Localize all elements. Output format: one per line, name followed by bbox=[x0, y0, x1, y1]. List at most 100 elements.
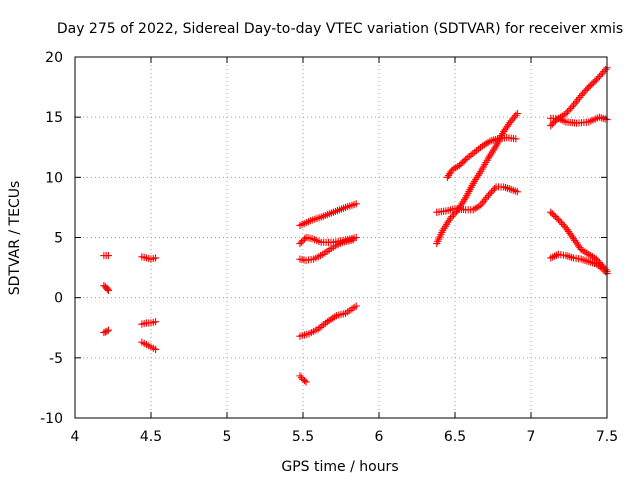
data-point bbox=[300, 235, 309, 243]
data-point bbox=[487, 188, 496, 196]
x-tick-label: 6.5 bbox=[444, 429, 466, 445]
data-point bbox=[595, 72, 603, 81]
data-point bbox=[580, 88, 588, 96]
data-point bbox=[299, 236, 307, 245]
x-axis-label: GPS time / hours bbox=[281, 459, 398, 475]
data-point bbox=[296, 372, 304, 380]
data-point bbox=[513, 109, 521, 118]
data-point bbox=[103, 327, 111, 335]
data-point bbox=[597, 71, 605, 79]
data-point bbox=[321, 319, 330, 327]
x-tick-label: 4 bbox=[71, 429, 80, 445]
data-point bbox=[512, 135, 520, 143]
data-point bbox=[352, 302, 360, 310]
data-point bbox=[151, 318, 160, 326]
x-tick-label: 4.5 bbox=[140, 429, 162, 445]
data-point bbox=[562, 109, 570, 118]
data-point bbox=[572, 238, 580, 246]
data-point bbox=[503, 122, 512, 130]
data-point bbox=[563, 108, 572, 116]
chart-title: Day 275 of 2022, Sidereal Day-to-day VTE… bbox=[57, 21, 623, 37]
data-point bbox=[302, 378, 310, 386]
data-point bbox=[583, 85, 591, 93]
data-point bbox=[577, 91, 585, 100]
data-point bbox=[320, 321, 328, 329]
data-point bbox=[601, 268, 610, 276]
data-point bbox=[104, 285, 112, 293]
data-point bbox=[297, 238, 306, 246]
y-tick-label: 0 bbox=[54, 291, 63, 307]
x-tick-label: 5.5 bbox=[292, 429, 314, 445]
data-point bbox=[500, 128, 508, 136]
data-point bbox=[601, 66, 610, 74]
data-point bbox=[567, 231, 575, 239]
data-point bbox=[553, 214, 561, 222]
data-point bbox=[501, 126, 509, 134]
x-tick-label: 7.5 bbox=[596, 429, 618, 445]
data-point bbox=[571, 236, 579, 245]
data-point bbox=[598, 69, 607, 77]
data-point bbox=[568, 233, 576, 241]
data-point bbox=[563, 226, 571, 234]
data-point bbox=[600, 266, 608, 274]
x-tick-label: 5 bbox=[223, 429, 232, 445]
data-point bbox=[444, 171, 453, 180]
y-tick-label: -5 bbox=[49, 351, 63, 367]
data-point bbox=[329, 314, 337, 322]
data-point bbox=[566, 229, 574, 237]
data-point bbox=[104, 286, 113, 295]
data-point bbox=[566, 104, 575, 113]
data-point bbox=[591, 77, 599, 85]
y-tick-label: 15 bbox=[45, 110, 63, 126]
data-point bbox=[489, 186, 497, 194]
data-point bbox=[565, 106, 573, 114]
data-point bbox=[600, 67, 608, 76]
data-points bbox=[100, 64, 611, 386]
data-point bbox=[314, 325, 322, 333]
data-point bbox=[592, 76, 600, 84]
y-tick-label: 10 bbox=[45, 170, 63, 186]
data-point bbox=[318, 322, 326, 330]
data-point bbox=[573, 240, 581, 248]
data-point bbox=[502, 124, 510, 132]
data-point bbox=[582, 86, 590, 95]
data-point bbox=[100, 328, 108, 337]
y-tick-label: 20 bbox=[45, 50, 63, 66]
data-point bbox=[554, 215, 562, 224]
data-point bbox=[512, 111, 520, 119]
data-point bbox=[151, 254, 160, 262]
data-point bbox=[506, 118, 514, 127]
data-point bbox=[562, 224, 570, 232]
data-point bbox=[486, 190, 494, 198]
data-point bbox=[327, 315, 335, 323]
data-point bbox=[559, 220, 567, 229]
data-point bbox=[579, 90, 587, 98]
data-point bbox=[505, 120, 513, 128]
data-point bbox=[490, 185, 499, 193]
data-point bbox=[446, 214, 455, 222]
data-point bbox=[104, 326, 113, 334]
data-point bbox=[510, 113, 518, 121]
data-point bbox=[443, 173, 451, 181]
data-point bbox=[547, 121, 555, 130]
data-point bbox=[575, 242, 583, 250]
data-point bbox=[447, 168, 455, 176]
data-point bbox=[352, 200, 360, 208]
data-point bbox=[325, 316, 333, 325]
data-point bbox=[449, 211, 458, 219]
data-point bbox=[316, 323, 324, 332]
data-point bbox=[151, 345, 160, 354]
data-point bbox=[509, 115, 517, 123]
data-point bbox=[513, 188, 521, 196]
data-point bbox=[594, 74, 602, 82]
data-point bbox=[331, 313, 339, 321]
data-point bbox=[564, 227, 573, 236]
data-point bbox=[349, 236, 357, 244]
data-point bbox=[568, 103, 576, 111]
data-point bbox=[300, 377, 309, 385]
data-point bbox=[548, 120, 556, 128]
data-point bbox=[569, 235, 578, 243]
y-tick-label: 5 bbox=[54, 231, 63, 247]
data-point bbox=[484, 191, 493, 199]
x-tick-label: 6 bbox=[375, 429, 384, 445]
